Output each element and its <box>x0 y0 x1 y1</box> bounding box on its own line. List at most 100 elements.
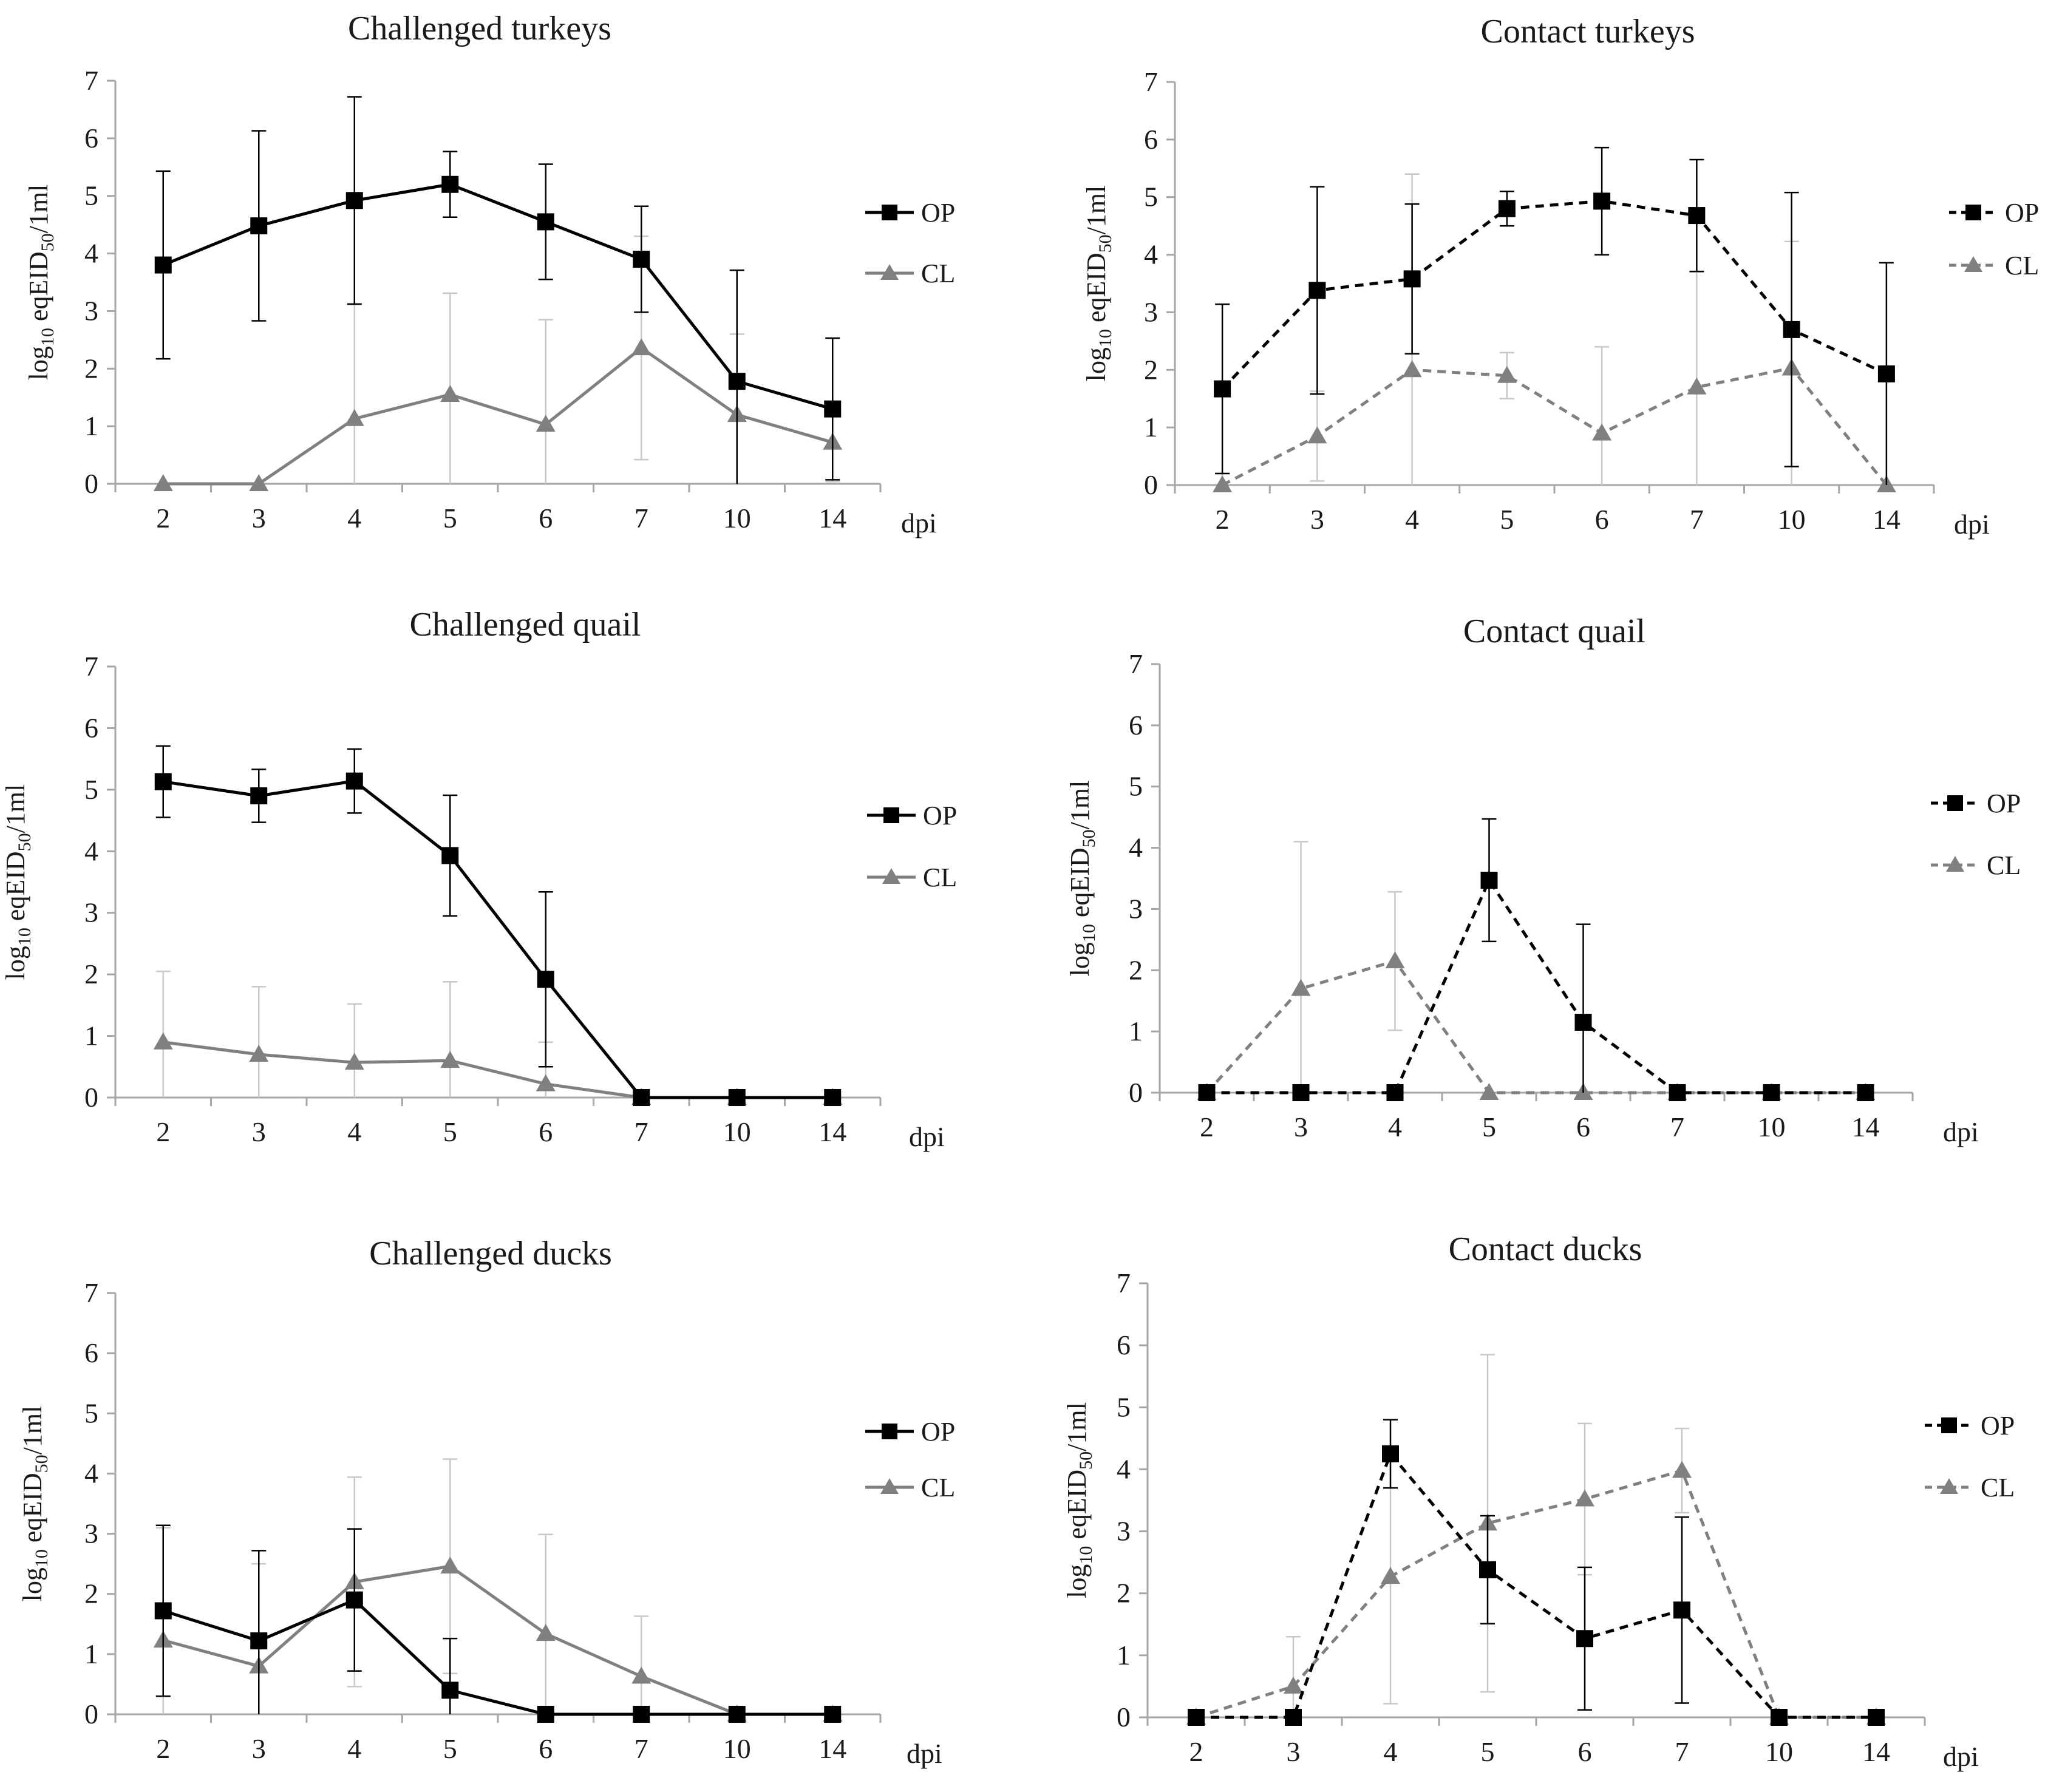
y-tick-label: 6 <box>84 1337 98 1368</box>
data-point-triangle <box>153 474 173 491</box>
chart-legend: OP CL <box>1925 1411 2015 1502</box>
y-axis-label: log10 eqEID50/1ml <box>24 185 58 381</box>
data-point-square <box>1673 1601 1690 1619</box>
x-tick-label: 10 <box>723 1733 751 1764</box>
chart-legend: OP CL <box>865 198 955 288</box>
data-point-square <box>1386 1084 1404 1101</box>
series-line <box>163 779 833 1099</box>
chart-panel: Challenged ducks 0 1 2 3 4 5 6 7 2 3 4 5 6 7 10 14 dpi log… <box>18 1235 955 1769</box>
data-point-square <box>441 175 459 193</box>
y-tick-label: 1 <box>1129 1016 1143 1047</box>
data-point-square <box>1763 1084 1780 1101</box>
x-tick-label: 5 <box>443 1116 457 1147</box>
series-op <box>1188 1419 1885 1726</box>
x-tick-label: 2 <box>1200 1112 1214 1142</box>
x-tick-label: 4 <box>347 1116 361 1147</box>
data-point-square <box>1480 872 1498 889</box>
data-point-triangle <box>536 1074 556 1091</box>
x-tick-label: 4 <box>347 503 361 534</box>
x-tick-label: 5 <box>443 1733 457 1764</box>
legend-marker-triangle <box>1946 856 1964 872</box>
x-tick-label: 7 <box>1670 1112 1684 1142</box>
data-point-square <box>1382 1445 1399 1462</box>
chart-panel: Challenged turkeys 0 1 2 3 4 5 6 7 2 3 4 5 6 7 10 14 dpi l… <box>24 10 955 538</box>
y-tick-label: 0 <box>1117 1702 1131 1733</box>
data-point-square <box>537 1706 554 1723</box>
legend-label: CL <box>1981 1473 2015 1502</box>
x-tick-label: 4 <box>347 1733 361 1764</box>
x-tick-label: 5 <box>443 503 457 534</box>
data-point-triangle <box>631 1666 652 1684</box>
series-cl <box>153 1458 843 1722</box>
y-axis-label: log10 eqEID50/1ml <box>1065 781 1099 977</box>
legend-label: OP <box>1987 789 2021 818</box>
y-label-mid: eqEID <box>24 251 53 328</box>
legend-marker-triangle <box>1964 256 1982 272</box>
x-tick-label: 10 <box>1758 1112 1786 1142</box>
series-cl <box>1186 1354 1886 1725</box>
x-axis-label: dpi <box>909 1121 945 1152</box>
y-tick-label: 3 <box>1144 296 1158 327</box>
legend-marker-triangle <box>882 868 900 884</box>
y-tick-label: 1 <box>1144 412 1158 443</box>
chart-title: Contact quail <box>1463 613 1645 650</box>
y-tick-label: 5 <box>1129 771 1143 802</box>
y-label-mid: eqEID <box>1065 847 1095 924</box>
x-tick-label: 2 <box>156 503 170 534</box>
data-point-triangle <box>631 338 652 356</box>
x-tick-label: 14 <box>818 1116 846 1147</box>
y-tick-label: 7 <box>1144 66 1158 97</box>
series-op <box>154 745 842 1106</box>
data-point-triangle <box>1402 360 1422 378</box>
y-tick-label: 1 <box>84 1020 98 1051</box>
series-op <box>1198 818 1874 1101</box>
legend-label: CL <box>921 259 955 288</box>
y-tick-label: 2 <box>1144 354 1158 385</box>
data-point-square <box>1576 1630 1593 1648</box>
y-tick-label: 1 <box>1117 1640 1131 1671</box>
x-axis-label: dpi <box>907 1738 942 1769</box>
legend-label: OP <box>921 198 955 228</box>
y-label-mid: eqEID <box>1081 253 1111 329</box>
data-point-triangle <box>249 474 269 491</box>
x-tick-label: 7 <box>1690 504 1704 535</box>
x-tick-label: 10 <box>723 1116 751 1147</box>
x-tick-label: 4 <box>1388 1112 1402 1142</box>
chart-panel: Contact quail 0 1 2 3 4 5 6 7 2 3 4 5 6 7 10 14 dpi log10 … <box>1065 613 2021 1147</box>
data-point-triangle <box>1479 1083 1499 1100</box>
data-point-triangle <box>536 415 556 432</box>
y-tick-label: 0 <box>84 1699 98 1729</box>
y-label-tail: /1ml <box>1 784 30 833</box>
legend-marker-triangle <box>880 264 899 280</box>
x-tick-label: 10 <box>1765 1736 1793 1767</box>
y-tick-label: 6 <box>1117 1329 1131 1360</box>
data-point-square <box>633 1706 650 1723</box>
data-point-triangle <box>1592 423 1612 441</box>
chart-legend: OP CL <box>865 1417 955 1502</box>
legend-marker-square <box>882 205 897 220</box>
chart-panel: Contact ducks 0 1 2 3 4 5 6 7 2 3 4 5 6 7 10 14 dpi log10 … <box>1062 1230 2015 1772</box>
y-tick-label: 5 <box>84 774 98 805</box>
x-tick-label: 14 <box>1873 504 1900 535</box>
series-line <box>1196 1452 1876 1719</box>
x-tick-label: 6 <box>1576 1112 1590 1142</box>
y-tick-label: 6 <box>84 123 98 154</box>
y-tick-label: 2 <box>84 959 98 989</box>
x-tick-label: 10 <box>723 503 751 534</box>
y-label-subscript: 50 <box>1095 234 1115 253</box>
data-point-triangle <box>1672 1461 1692 1478</box>
legend-marker-triangle <box>1940 1478 1958 1494</box>
y-tick-label: 5 <box>84 1397 98 1428</box>
data-point-square <box>1403 270 1421 288</box>
chart-legend: OP CL <box>867 801 957 892</box>
data-point-triangle <box>1307 426 1327 444</box>
x-tick-label: 3 <box>252 1733 266 1764</box>
data-point-square <box>633 1089 650 1106</box>
y-tick-label: 0 <box>84 1082 98 1113</box>
y-axis-label: log10 eqEID50/1ml <box>1081 186 1115 382</box>
data-point-square <box>250 217 268 235</box>
chart-title: Challenged ducks <box>369 1235 612 1272</box>
y-tick-label: 6 <box>84 712 98 743</box>
series-line <box>1221 199 1887 390</box>
y-tick-label: 2 <box>1117 1578 1131 1609</box>
